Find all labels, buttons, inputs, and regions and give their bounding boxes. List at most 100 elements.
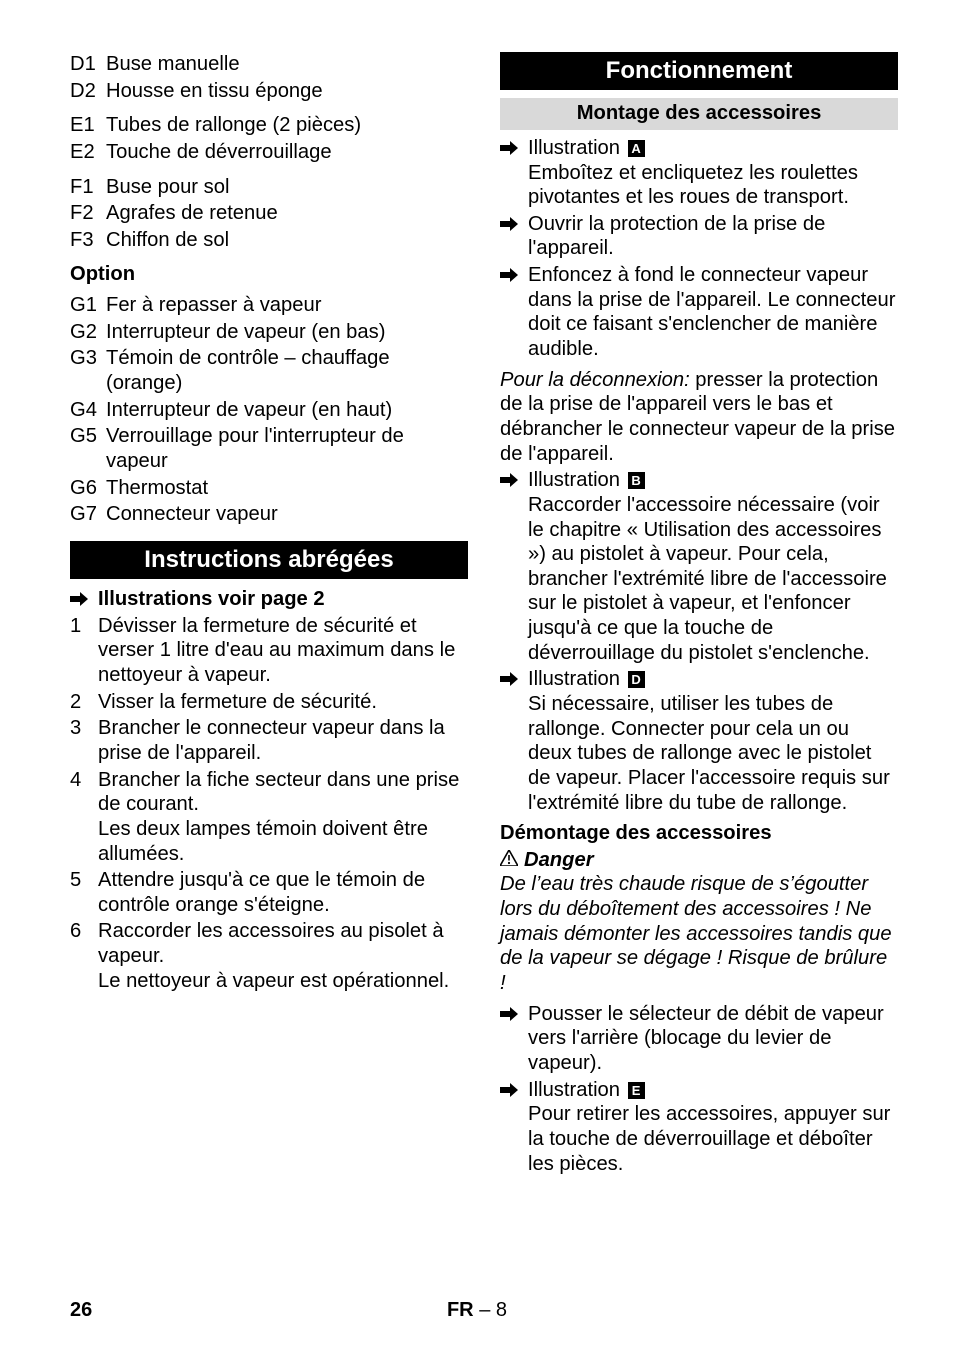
illustration-a-text: Emboîtez et encliquetez les roulettes pi… [528,162,858,209]
step-row: 2 Visser la fermeture de sécurité. [70,690,468,715]
part-label: Touche de déverrouillage [106,140,468,165]
bullet-row: Enfoncez à fond le connecteur vapeur dan… [500,263,898,362]
part-code: E1 [70,113,106,138]
illustration-d-text: Si nécessaire, utiliser les tubes de ral… [528,693,890,814]
step-row: 1 Dévisser la fermeture de sécurité et v… [70,614,468,688]
part-code: D2 [70,79,106,104]
mount-heading: Montage des accessoires [500,98,898,130]
part-row: E1 Tubes de rallonge (2 pièces) [70,113,468,138]
part-row: D1 Buse manuelle [70,52,468,77]
arrow-icon [500,136,528,210]
illustration-word: Illustration [528,469,620,491]
part-code: G4 [70,398,106,423]
letter-b-icon: B [628,472,645,489]
illustration-e-row: Illustration E Pour retirer les accessoi… [500,1078,898,1177]
step-number: 6 [70,919,98,993]
illustration-e-text: Pour retirer les accessoires, appuyer su… [528,1103,890,1174]
step-number: 3 [70,716,98,765]
part-code: G1 [70,293,106,318]
step-number: 4 [70,768,98,867]
illustration-e-body: Illustration E Pour retirer les accessoi… [528,1078,898,1177]
part-code: G3 [70,346,106,395]
parts-group-d: D1 Buse manuelle D2 Housse en tissu épon… [70,52,468,103]
two-column-layout: D1 Buse manuelle D2 Housse en tissu épon… [70,52,898,1176]
step-row: 4 Brancher la fiche secteur dans une pri… [70,768,468,867]
step-row: 6 Raccorder les accessoires au pisolet à… [70,919,468,993]
warning-triangle-icon [500,848,524,873]
part-code: G5 [70,424,106,473]
illustration-word: Illustration [528,1079,620,1101]
danger-label: Danger [524,848,594,873]
illustration-d-row: Illustration D Si nécessaire, utiliser l… [500,667,898,815]
part-label: Buse pour sol [106,175,468,200]
part-code: F2 [70,201,106,226]
left-column: D1 Buse manuelle D2 Housse en tissu épon… [70,52,472,1176]
letter-d-icon: D [628,671,645,688]
step-text: Dévisser la fermeture de sécurité et ver… [98,614,468,688]
part-label: Témoin de contrôle – chauffage (orange) [106,346,468,395]
illustration-b-row: Illustration B Raccorder l'accessoire né… [500,468,898,665]
part-row: D2 Housse en tissu éponge [70,79,468,104]
step-row: 5 Attendre jusqu'à ce que le témoin de c… [70,868,468,917]
disconnect-label: Pour la déconnexion: [500,369,690,391]
bullet-row: Ouvrir la protection de la prise de l'ap… [500,212,898,261]
part-row: G2 Interrupteur de vapeur (en bas) [70,320,468,345]
step-text: Visser la fermeture de sécurité. [98,690,468,715]
see-illustrations-row: Illustrations voir page 2 [70,587,468,612]
disconnect-paragraph: Pour la déconnexion: presser la protecti… [500,368,898,467]
option-heading: Option [70,262,468,287]
part-label: Thermostat [106,476,468,501]
footer-lang: FR – 8 [0,1298,954,1322]
part-code: G7 [70,502,106,527]
step-number: 5 [70,868,98,917]
part-label: Agrafes de retenue [106,201,468,226]
danger-text: De l’eau très chaude risque de s’égoutte… [500,872,898,995]
step-row: 3 Brancher le connecteur vapeur dans la … [70,716,468,765]
part-label: Fer à repasser à vapeur [106,293,468,318]
part-code: E2 [70,140,106,165]
arrow-icon [70,587,98,612]
step-text: Raccorder les accessoires au pisolet à v… [98,919,468,993]
illustration-word: Illustration [528,137,620,159]
part-label: Interrupteur de vapeur (en haut) [106,398,468,423]
illustration-a-row: Illustration A Emboîtez et encliquetez l… [500,136,898,210]
part-code: F1 [70,175,106,200]
see-illustrations-text: Illustrations voir page 2 [98,587,468,612]
part-label: Interrupteur de vapeur (en bas) [106,320,468,345]
part-label: Tubes de rallonge (2 pièces) [106,113,468,138]
part-label: Buse manuelle [106,52,468,77]
illustration-a-body: Illustration A Emboîtez et encliquetez l… [528,136,898,210]
demount-heading: Démontage des accessoires [500,821,898,846]
part-code: D1 [70,52,106,77]
part-row: G4 Interrupteur de vapeur (en haut) [70,398,468,423]
part-row: G3 Témoin de contrôle – chauffage (orang… [70,346,468,395]
bullet-text: Enfoncez à fond le connecteur vapeur dan… [528,263,898,362]
part-row: G7 Connecteur vapeur [70,502,468,527]
part-row: F2 Agrafes de retenue [70,201,468,226]
illustration-d-body: Illustration D Si nécessaire, utiliser l… [528,667,898,815]
arrow-icon [500,212,528,261]
part-code: G2 [70,320,106,345]
parts-group-f: F1 Buse pour sol F2 Agrafes de retenue F… [70,175,468,253]
danger-row: Danger [500,848,898,873]
step-text: Attendre jusqu'à ce que le témoin de con… [98,868,468,917]
operation-heading: Fonctionnement [500,52,898,90]
part-code: G6 [70,476,106,501]
parts-group-g: G1 Fer à repasser à vapeur G2 Interrupte… [70,293,468,527]
step-number: 2 [70,690,98,715]
part-row: F3 Chiffon de sol [70,228,468,253]
bullet-row: Pousser le sélecteur de débit de vapeur … [500,1002,898,1076]
page-footer: 26 FR – 8 [0,1298,954,1322]
part-row: G5 Verrouillage pour l'interrupteur de v… [70,424,468,473]
bullet-text: Pousser le sélecteur de débit de vapeur … [528,1002,898,1076]
parts-group-e: E1 Tubes de rallonge (2 pièces) E2 Touch… [70,113,468,164]
part-row: G1 Fer à repasser à vapeur [70,293,468,318]
step-number: 1 [70,614,98,688]
arrow-icon [500,1078,528,1177]
part-label: Chiffon de sol [106,228,468,253]
illustration-b-text: Raccorder l'accessoire nécessaire (voir … [528,494,887,664]
quick-heading: Instructions abrégées [70,541,468,579]
part-row: G6 Thermostat [70,476,468,501]
arrow-icon [500,1002,528,1076]
part-label: Verrouillage pour l'interrupteur de vape… [106,424,468,473]
